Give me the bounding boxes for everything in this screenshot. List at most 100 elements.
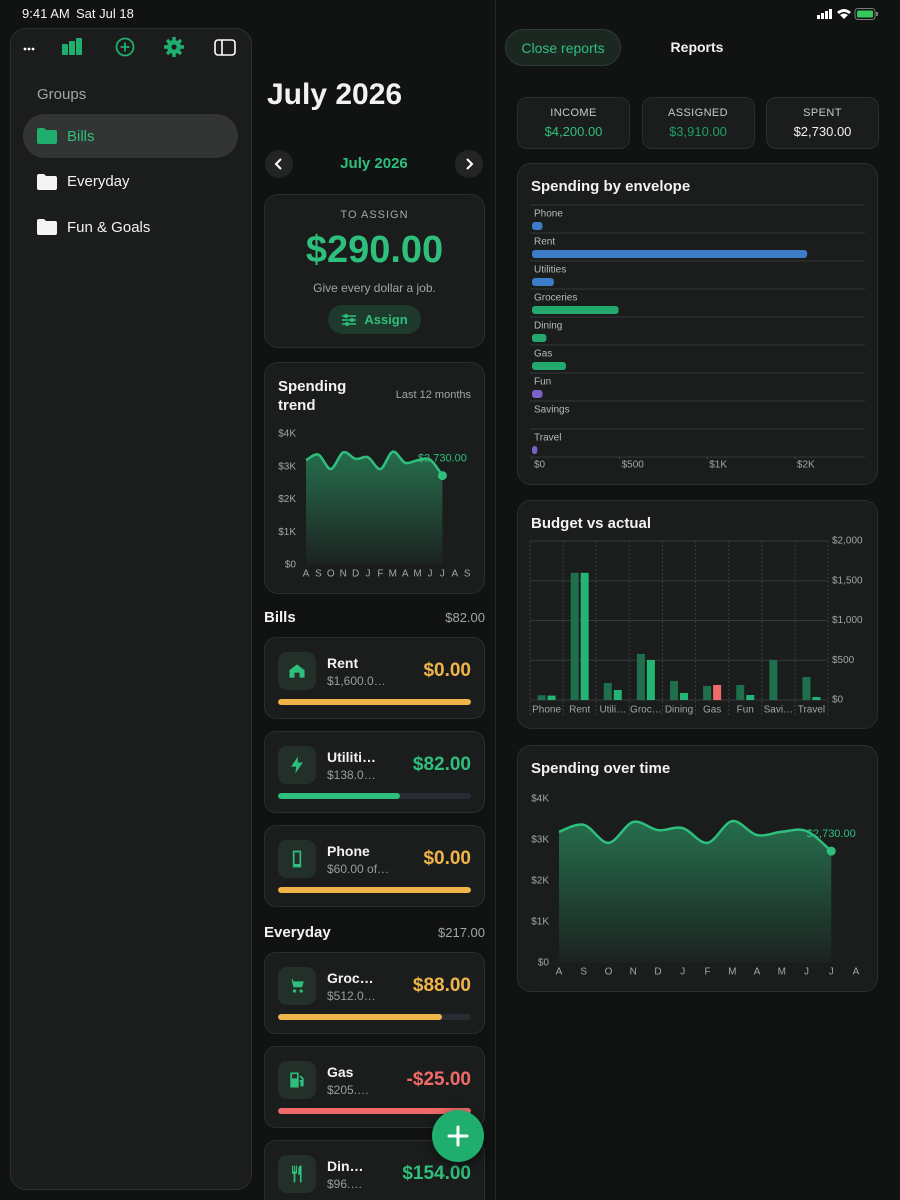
group-label: Bills [67, 127, 95, 145]
icon [290, 1072, 304, 1088]
add-button[interactable] [115, 37, 135, 57]
summary-value: $2,730.00 [793, 124, 852, 139]
envelope-name: Din… [327, 1158, 364, 1174]
envelope-available: $82.00 [412, 754, 471, 775]
progress-track [278, 699, 471, 705]
reports-title: Reports [670, 39, 724, 55]
summary-label: SPENT [803, 107, 842, 119]
envelope-card[interactable]: Din… $96.… $154.00 [264, 1140, 485, 1200]
envelope-card[interactable]: Phone $60.00 of… $0.00 [264, 825, 485, 907]
icon [292, 850, 302, 868]
chart-subtitle: Last 12 months [395, 389, 471, 401]
progress-fill [278, 887, 471, 893]
group-row[interactable]: Bills [23, 114, 238, 158]
progress-fill [278, 1108, 471, 1114]
more-button[interactable] [23, 47, 35, 51]
envelope-section: Bills $82.00 Rent $1,600.0… $0.00 Utiliti… $13… [264, 604, 485, 907]
envelope-detail: $60.00 of… [327, 862, 390, 876]
envelope-icon [278, 967, 316, 1005]
envelope-icon [278, 1155, 316, 1193]
progress-track [278, 1108, 471, 1114]
group-row[interactable]: Fun & Goals [23, 205, 238, 249]
to-assign-card: TO ASSIGN $290.00 Give every dollar a jo… [264, 194, 485, 348]
envelope-chart-card: Spending by envelope [517, 163, 878, 485]
envelope-name: Phone [327, 843, 370, 859]
group-label: Fun & Goals [67, 218, 151, 236]
sidebar-toolbar [23, 37, 236, 57]
assign-button[interactable]: Assign [328, 305, 421, 334]
envelope-icon [278, 840, 316, 878]
envelope-available: $0.00 [423, 660, 471, 681]
trend-card: Spending trend Last 12 months [264, 362, 485, 594]
reports-button[interactable] [62, 38, 82, 55]
assign-label: Assign [364, 312, 408, 327]
summary-card: INCOME $4,200.00 [517, 97, 630, 149]
envelope-detail: $512.0… [327, 989, 376, 1003]
folder-icon [37, 128, 57, 144]
envelope-card[interactable]: Utiliti… $138.0… $82.00 [264, 731, 485, 813]
progress-fill [278, 793, 400, 799]
next-month[interactable] [455, 150, 483, 178]
envelope-detail: $96.… [327, 1177, 363, 1191]
envelope-available: $88.00 [412, 975, 471, 996]
time-chart-card: Spending over time [517, 745, 878, 992]
envelope-name: Rent [327, 655, 359, 671]
section-header: Bills $82.00 [264, 604, 485, 630]
chart-title: Spending by envelope [531, 178, 691, 195]
progress-track [278, 887, 471, 893]
section-total: $82.00 [445, 609, 485, 625]
to-assign-label: TO ASSIGN [340, 209, 409, 221]
summary-value: $4,200.00 [544, 124, 603, 139]
chart-title: Budget vs actual [531, 515, 652, 532]
envelope-detail: $138.0… [327, 768, 376, 782]
to-assign-hint: Give every dollar a job. [313, 281, 436, 295]
to-assign-amount: $290.00 [305, 229, 444, 271]
groups-heading: Groups [37, 86, 87, 103]
month-label: July 2026 [340, 155, 408, 172]
sidebar-toggle[interactable] [214, 39, 236, 56]
status-time: 9:41 AM [22, 6, 70, 21]
status-icons [817, 8, 878, 20]
section-name: Everyday [264, 923, 331, 941]
envelope-name: Groc… [327, 970, 374, 986]
summary-card: ASSIGNED $3,910.00 [641, 97, 755, 149]
envelope-available: -$25.00 [406, 1069, 471, 1090]
envelope-icon [278, 746, 316, 784]
icon [291, 756, 303, 774]
envelope-name: Utiliti… [327, 749, 376, 765]
status-date: Sat Jul 18 [76, 6, 134, 21]
group-row[interactable]: Everyday [23, 160, 238, 204]
chart-title: Spending trend [278, 378, 347, 414]
icon [288, 979, 304, 993]
close-reports-label: Close reports [521, 39, 605, 56]
prev-month[interactable] [265, 150, 293, 178]
envelope-detail: $205.… [327, 1083, 370, 1097]
icon [292, 1165, 302, 1183]
progress-track [278, 793, 471, 799]
progress-fill [278, 699, 471, 705]
envelope-card[interactable]: Groc… $512.0… $88.00 [264, 952, 485, 1034]
envelope-icon [278, 652, 316, 690]
envelope-card[interactable]: Rent $1,600.0… $0.00 [264, 637, 485, 719]
progress-track [278, 1014, 471, 1020]
envelope-icon [278, 1061, 316, 1099]
envelope-available: $154.00 [402, 1163, 471, 1184]
close-reports-button[interactable]: Close reports [505, 29, 621, 66]
envelope-available: $0.00 [423, 848, 471, 869]
progress-fill [278, 1014, 443, 1020]
summary-label: ASSIGNED [667, 107, 729, 119]
summary-value: $3,910.00 [669, 124, 727, 139]
envelope-detail: $1,600.0… [327, 674, 386, 688]
settings-button[interactable] [164, 37, 184, 57]
icon [289, 664, 305, 678]
budget-chart-card: Budget vs actual [517, 500, 878, 729]
budget-title: July 2026 [267, 78, 403, 111]
section-total: $217.00 [438, 924, 485, 940]
section-header: Everyday $217.00 [264, 919, 485, 945]
summary-label: INCOME [550, 107, 597, 119]
section-name: Bills [264, 608, 296, 626]
folder-icon [37, 219, 57, 235]
add-fab[interactable] [432, 1110, 484, 1162]
chart-title: Spending over time [531, 760, 671, 777]
